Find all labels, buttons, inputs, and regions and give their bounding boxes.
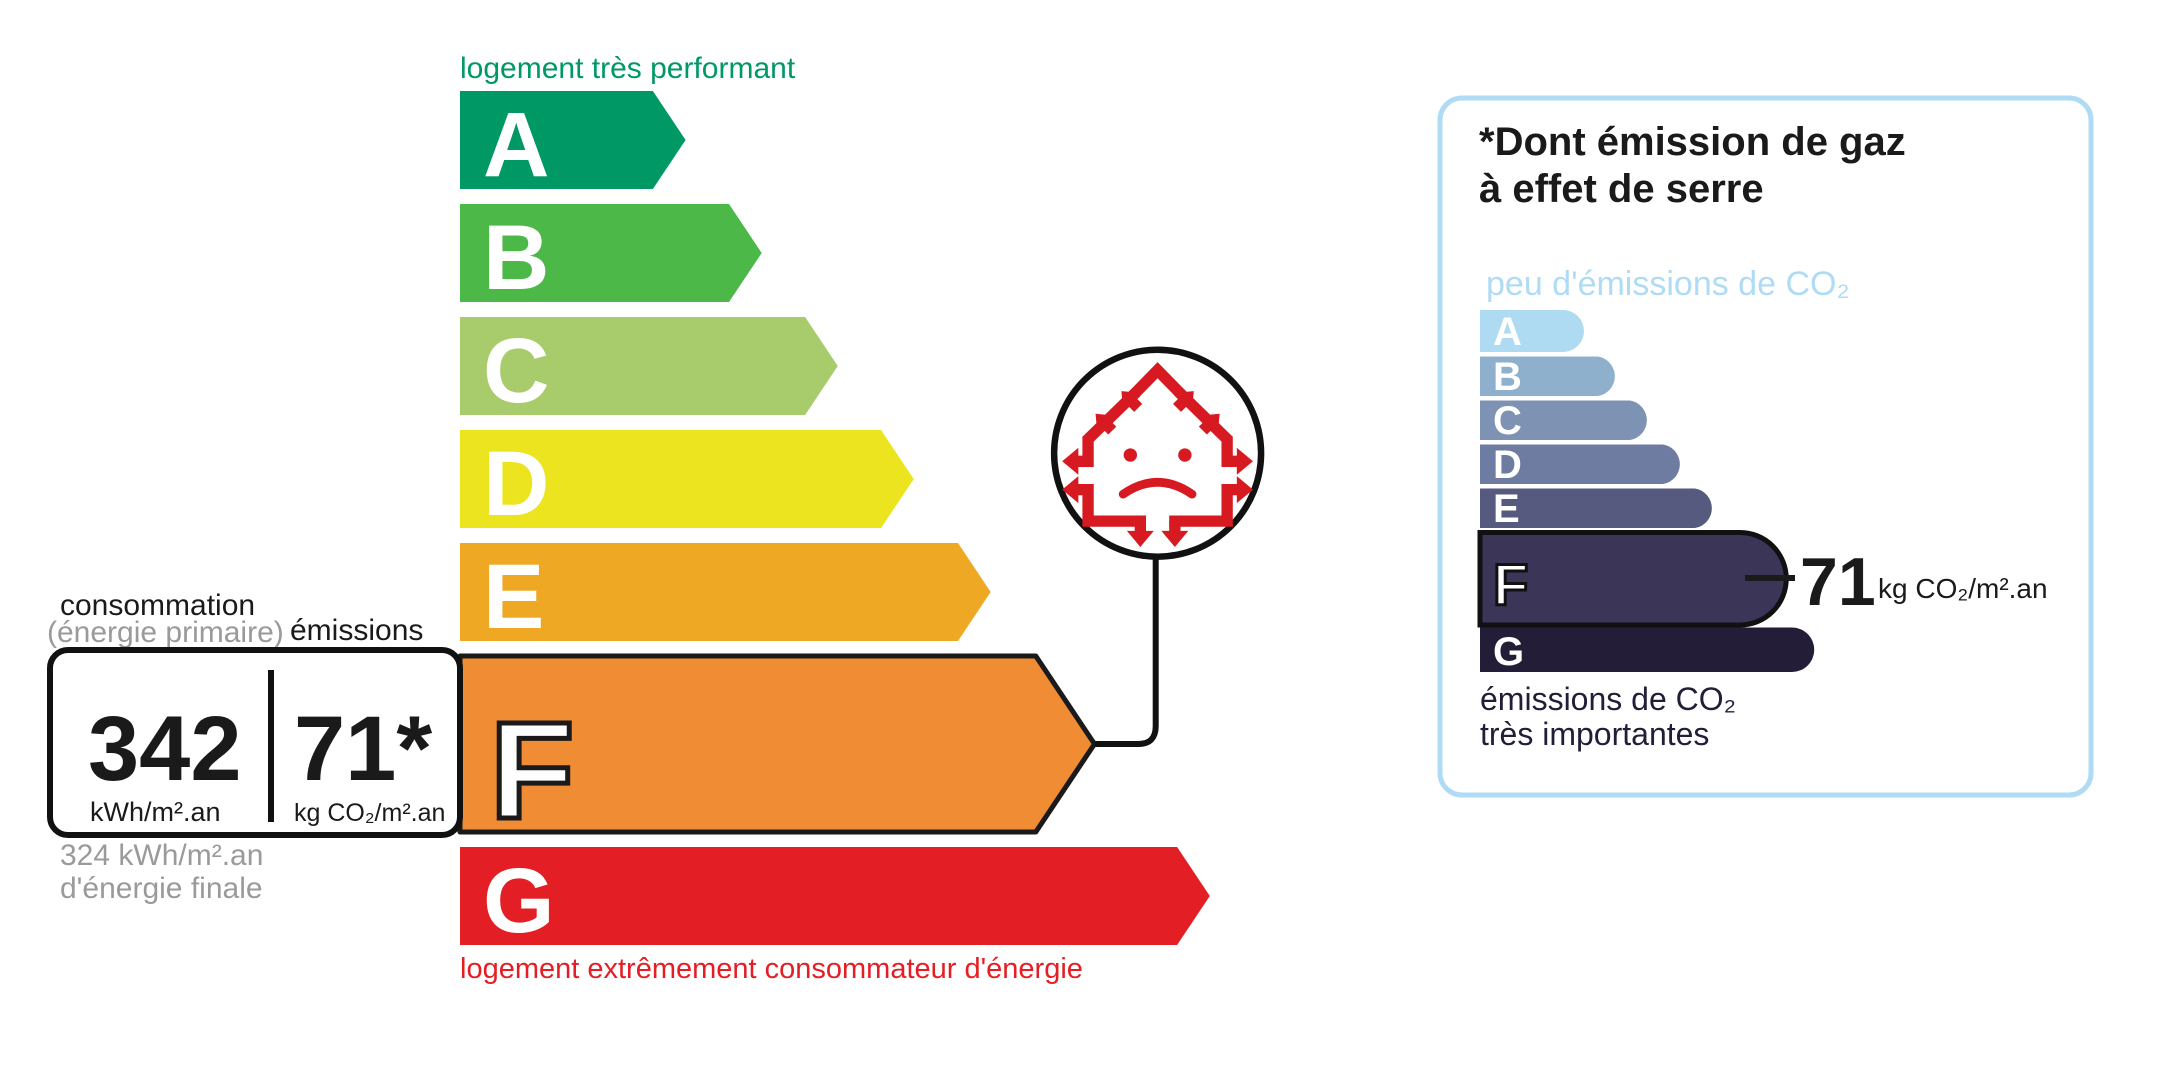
svg-text:C: C — [483, 320, 549, 422]
svg-text:G: G — [483, 850, 555, 952]
svg-text:C: C — [1493, 399, 1522, 443]
svg-text:71*: 71* — [294, 698, 432, 800]
svg-text:kg CO₂/m².an: kg CO₂/m².an — [294, 799, 445, 827]
svg-text:(énergie primaire): (énergie primaire) — [47, 616, 284, 649]
svg-text:très importantes: très importantes — [1480, 716, 1709, 752]
svg-text:kg CO₂/m².an: kg CO₂/m².an — [1878, 573, 2048, 604]
svg-text:324 kWh/m².an: 324 kWh/m².an — [60, 839, 263, 872]
svg-text:A: A — [1493, 310, 1522, 354]
svg-text:E: E — [1493, 487, 1520, 531]
svg-text:B: B — [1493, 355, 1522, 399]
svg-text:logement extrêmement consommat: logement extrêmement consommateur d'éner… — [460, 953, 1083, 985]
svg-text:à effet de serre: à effet de serre — [1479, 167, 1764, 211]
svg-text:émissions: émissions — [290, 614, 423, 647]
svg-text:F: F — [490, 694, 574, 848]
svg-text:kWh/m².an: kWh/m².an — [90, 797, 221, 827]
svg-text:71: 71 — [1800, 544, 1876, 620]
svg-text:E: E — [483, 546, 544, 648]
svg-text:d'énergie finale: d'énergie finale — [60, 872, 263, 905]
svg-text:B: B — [483, 207, 549, 309]
svg-text:*Dont émission de gaz: *Dont émission de gaz — [1479, 120, 1906, 164]
svg-text:D: D — [1493, 443, 1522, 487]
svg-text:342: 342 — [88, 698, 242, 800]
svg-text:peu d'émissions de CO₂: peu d'émissions de CO₂ — [1486, 265, 1850, 303]
svg-text:A: A — [483, 94, 549, 196]
svg-text:logement très performant: logement très performant — [460, 52, 796, 85]
svg-text:G: G — [1493, 630, 1524, 674]
svg-text:F: F — [1493, 553, 1528, 618]
svg-text:D: D — [483, 433, 549, 535]
svg-text:émissions de CO₂: émissions de CO₂ — [1480, 681, 1736, 717]
